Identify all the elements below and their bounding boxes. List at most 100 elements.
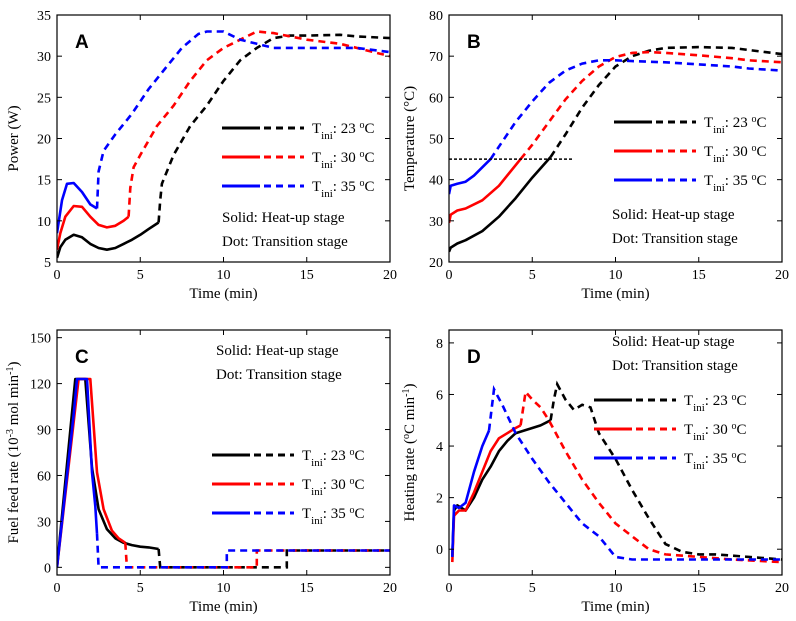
panel-letter: A	[75, 32, 89, 53]
y-label-part: Fuel feed rate (10	[6, 437, 22, 543]
x-tick-label: 20	[775, 581, 789, 596]
y-tick-label: 70	[429, 50, 443, 65]
x-tick-label: 5	[137, 268, 144, 283]
y-tick-label: 90	[37, 424, 51, 439]
x-tick-label: 15	[300, 268, 314, 283]
y-axis-label: Power (W)	[6, 105, 22, 171]
legend-entry-label: Tini: 35 oC	[684, 450, 746, 473]
legend-unit: C	[364, 121, 374, 137]
legend-sup: o	[751, 143, 756, 154]
series-t35-transition-line	[487, 385, 782, 561]
legend-value: : 23	[333, 121, 360, 137]
legend-sub: ini	[713, 153, 725, 165]
y-label-sup: -1	[401, 389, 412, 397]
y-tick-label: 2	[436, 492, 443, 507]
legend-T: T	[684, 393, 693, 409]
legend-sup: o	[751, 114, 756, 125]
legend-note-dot: Dot: Transition stage	[612, 358, 738, 374]
x-tick-label: 0	[446, 581, 453, 596]
legend-unit: C	[736, 451, 746, 467]
legend-T: T	[312, 150, 321, 166]
y-tick-label: 150	[30, 332, 51, 347]
series-t23-heatup-line	[449, 156, 552, 253]
y-tick-label: 25	[37, 91, 51, 106]
legend-sup: o	[349, 476, 354, 487]
y-tick-label: 0	[44, 561, 51, 576]
legend-sup: o	[349, 505, 354, 516]
legend-sub: ini	[311, 457, 323, 469]
legend-value: : 23	[725, 115, 752, 131]
legend-sub: ini	[693, 460, 705, 472]
legend-value: : 30	[725, 144, 752, 160]
legend-value: : 23	[323, 448, 350, 464]
legend-value: : 30	[705, 422, 732, 438]
legend-note-solid: Solid: Heat-up stage	[612, 334, 735, 350]
legend-sub: ini	[693, 431, 705, 443]
legend-T: T	[302, 506, 311, 522]
legend-note-dot: Dot: Transition stage	[222, 234, 348, 250]
x-tick-label: 10	[217, 581, 231, 596]
legend-sup: o	[349, 447, 354, 458]
series-t35-heatup-line	[449, 158, 492, 195]
x-tick-label: 10	[609, 581, 623, 596]
legend-entry-label: Tini: 23 oC	[312, 120, 374, 143]
y-tick-label: 30	[429, 215, 443, 230]
series-t35-transition-line	[95, 30, 390, 209]
chart-panel-B: 0 5 10 15 20 20 30 40 50 60 70 80 Time (min) Temperat…	[402, 9, 789, 302]
y-tick-label: 60	[37, 469, 51, 484]
series-t35-transition-line	[489, 58, 782, 160]
legend-entry-label: Tini: 23 oC	[302, 447, 364, 470]
legend-sup: o	[731, 450, 736, 461]
x-tick-label: 5	[529, 268, 536, 283]
legend-T: T	[312, 179, 321, 195]
y-tick-label: 10	[37, 215, 51, 230]
legend-sub: ini	[321, 130, 333, 142]
legend-entry-label: Tini: 30 oC	[312, 149, 374, 172]
x-tick-label: 0	[54, 581, 61, 596]
panel-letter: D	[467, 347, 481, 368]
legend-sub: ini	[713, 182, 725, 194]
legend-unit: C	[736, 422, 746, 438]
x-tick-label: 20	[383, 268, 397, 283]
y-axis-label: Fuel feed rate (10-3 mol min-1)	[5, 361, 23, 543]
legend-sup: o	[731, 392, 736, 403]
x-tick-label: 15	[692, 581, 706, 596]
y-label-part: C min	[402, 396, 418, 434]
legend-T: T	[312, 121, 321, 137]
legend-T: T	[704, 115, 713, 131]
y-axis-label: Temperature (°C)	[402, 86, 418, 191]
y-label-sup: o	[401, 434, 412, 439]
legend-unit: C	[354, 477, 364, 493]
legend-sup: o	[359, 178, 364, 189]
legend-T: T	[302, 448, 311, 464]
series-t23-transition-line	[549, 45, 782, 158]
series-t23-transition-line	[549, 380, 782, 561]
legend-value: : 35	[705, 451, 732, 467]
x-tick-label: 10	[217, 268, 231, 283]
y-label-part: Heating rate (	[402, 439, 418, 521]
x-tick-label: 0	[446, 268, 453, 283]
series-t23-heatup-line	[451, 419, 552, 557]
y-tick-label: 50	[429, 133, 443, 148]
legend-unit: C	[354, 448, 364, 464]
y-axis-label: Heating rate (oC min-1)	[401, 384, 419, 522]
series-t23-heatup-line	[57, 377, 159, 568]
y-tick-label: 80	[429, 9, 443, 24]
legend-T: T	[704, 173, 713, 189]
legend-note-solid: Solid: Heat-up stage	[216, 343, 339, 359]
y-tick-label: 6	[436, 388, 443, 403]
legend-entry-label: Tini: 35 oC	[704, 172, 766, 195]
series-group	[449, 45, 782, 253]
y-tick-label: 30	[37, 515, 51, 530]
legend-unit: C	[756, 144, 766, 160]
legend-entry-label: Tini: 30 oC	[684, 421, 746, 444]
x-axis-label: Time (min)	[189, 599, 257, 615]
legend-unit: C	[756, 115, 766, 131]
series-t35-transition-line	[95, 533, 390, 569]
series-t30-heatup-line	[451, 424, 522, 563]
legend-value: : 30	[333, 150, 360, 166]
